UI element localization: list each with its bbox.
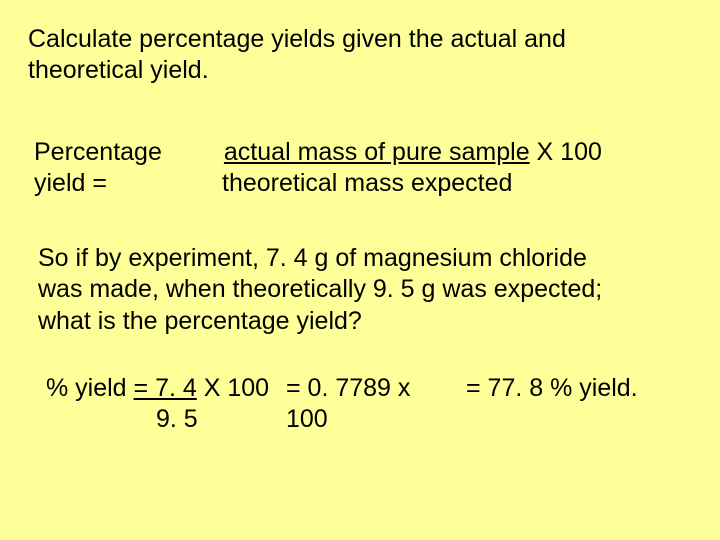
problem-line2: was made, when theoretically 9. 5 g was … — [38, 275, 602, 303]
problem-line1: So if by experiment, 7. 4 g of magnesium… — [38, 244, 587, 272]
formula-numerator: actual mass of pure sample — [224, 138, 530, 166]
calc-step3-result: = 77. 8 % yield. — [466, 374, 638, 402]
title-line2: theoretical yield. — [28, 56, 209, 84]
formula-left-line1: Percentage — [34, 138, 162, 166]
calc-step2: = 0. 7789 x 100 — [286, 373, 466, 436]
calc-step1: % yield = 7. 4 X 100 9. 5 — [46, 373, 286, 436]
calc-step1-numerator: = 7. 4 — [134, 374, 197, 402]
formula-definition: Percentage yield = actual mass of pure s… — [34, 137, 692, 200]
calculation-row: % yield = 7. 4 X 100 9. 5 = 0. 7789 x 10… — [46, 373, 692, 436]
formula-times-100: X 100 — [530, 138, 602, 166]
title-line1: Calculate percentage yields given the ac… — [28, 25, 566, 53]
calc-step2-line1: = 0. 7789 x — [286, 374, 410, 402]
slide-title: Calculate percentage yields given the ac… — [28, 24, 692, 87]
calc-step1-denominator: 9. 5 — [156, 405, 198, 433]
formula-denominator: theoretical mass expected — [222, 169, 512, 197]
formula-right: actual mass of pure sample X 100 theoret… — [210, 137, 602, 200]
calc-step2-line2: 100 — [286, 405, 328, 433]
formula-left: Percentage yield = — [34, 137, 204, 200]
calc-step3: = 77. 8 % yield. — [466, 373, 638, 436]
calc-step1-suffix: X 100 — [197, 374, 269, 402]
problem-line3: what is the percentage yield? — [38, 307, 362, 335]
formula-left-line2: yield = — [34, 169, 107, 197]
problem-statement: So if by experiment, 7. 4 g of magnesium… — [38, 243, 692, 337]
calc-step1-prefix: % yield — [46, 374, 134, 402]
